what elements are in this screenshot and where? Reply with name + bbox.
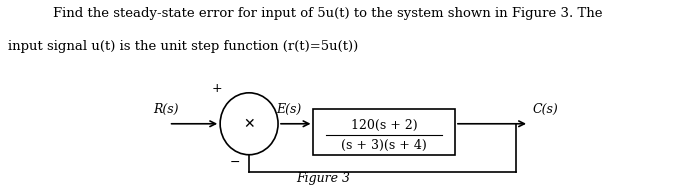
Text: R(s): R(s) bbox=[153, 103, 178, 116]
Text: +: + bbox=[211, 82, 222, 95]
Text: E(s): E(s) bbox=[276, 103, 302, 116]
Text: (s + 3)(s + 4): (s + 3)(s + 4) bbox=[341, 139, 427, 152]
Text: input signal u(t) is the unit step function (r(t)=5u(t)): input signal u(t) is the unit step funct… bbox=[8, 40, 358, 53]
Text: ✕: ✕ bbox=[244, 117, 255, 131]
Text: −: − bbox=[230, 156, 240, 169]
Text: Figure 3: Figure 3 bbox=[296, 172, 350, 185]
Text: Find the steady-state error for input of 5u(t) to the system shown in Figure 3. : Find the steady-state error for input of… bbox=[53, 7, 602, 20]
Text: C(s): C(s) bbox=[532, 103, 558, 116]
Text: 120(s + 2): 120(s + 2) bbox=[351, 119, 417, 132]
